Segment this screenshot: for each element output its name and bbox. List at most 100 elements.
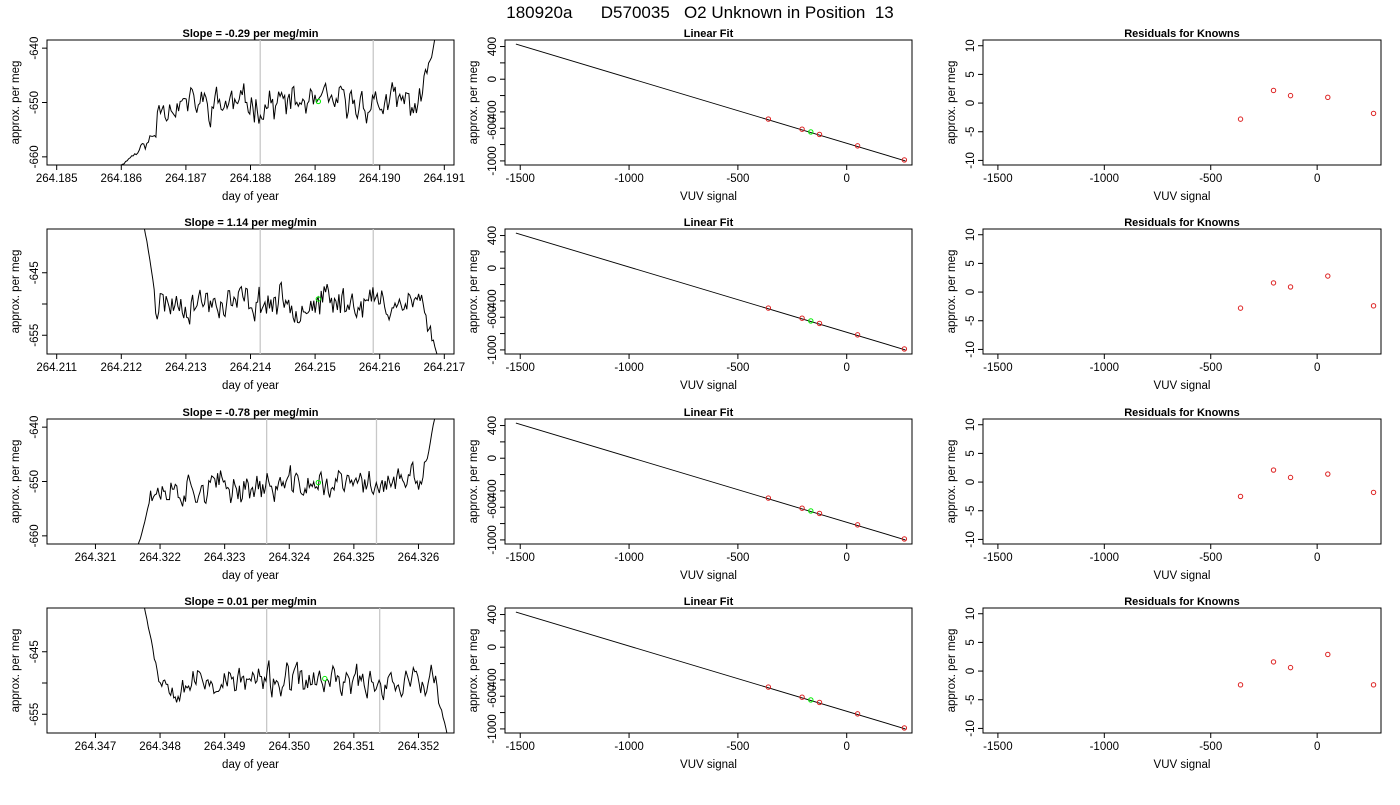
y-tick-label: -400 xyxy=(487,668,499,691)
residual-point xyxy=(1325,651,1331,658)
y-axis-label: approx. per meg xyxy=(946,61,958,145)
x-tick-label: -1500 xyxy=(983,173,1012,185)
y-tick-label: -5 xyxy=(965,695,977,705)
panel-title: Residuals for Knowns xyxy=(1124,28,1240,40)
fit-line xyxy=(515,43,906,162)
plot-area xyxy=(1237,273,1377,311)
unknown-point xyxy=(315,98,322,105)
panel-title: Slope = 1.14 per meg/min xyxy=(184,217,317,229)
x-tick-label: 264.350 xyxy=(268,741,310,753)
unknown-point xyxy=(322,675,328,682)
y-tick-label: -5 xyxy=(965,316,977,326)
unknown-point xyxy=(808,318,814,324)
panel-title: Linear Fit xyxy=(684,28,734,40)
known-point xyxy=(765,305,772,311)
x-tick-label: 264.191 xyxy=(424,173,466,185)
x-tick-label: 264.347 xyxy=(75,741,117,753)
known-point xyxy=(816,320,823,327)
residual-point xyxy=(1370,110,1377,117)
x-tick-label: 264.323 xyxy=(204,552,246,564)
panel-title: Linear Fit xyxy=(684,407,734,419)
y-tick-label: -655 xyxy=(29,703,41,726)
known-point xyxy=(799,315,805,321)
known-point xyxy=(765,116,772,122)
known-point xyxy=(901,725,908,731)
x-tick-label: 264.349 xyxy=(204,741,246,753)
y-tick-label: 10 xyxy=(965,607,977,620)
x-tick-label: -1500 xyxy=(506,362,535,374)
residual-point xyxy=(1370,682,1377,688)
plot-area xyxy=(1237,651,1377,688)
panel-title: Slope = 0.01 per meg/min xyxy=(184,596,317,608)
panel-2: Linear Fit -1500 -1000 -500 0 -1000 -600-400 0 4… xyxy=(468,28,913,203)
residual-point xyxy=(1287,284,1294,290)
x-tick-label: -1500 xyxy=(983,552,1012,564)
y-tick-label: -10 xyxy=(965,152,977,169)
known-point xyxy=(901,157,908,163)
plot-area xyxy=(137,419,436,544)
series-trace xyxy=(137,419,436,544)
plot-area xyxy=(515,422,908,542)
x-tick-label: 264.322 xyxy=(139,552,181,564)
y-axis-label: approx. per meg xyxy=(468,250,480,334)
panel-12: Residuals for Knowns -1500 -1000 -500 0 -10 -5… xyxy=(946,596,1382,771)
x-tick-label: 264.185 xyxy=(36,173,78,185)
panel-5: Linear Fit -1500 -1000 -500 0 -1000 -600-400 0 4… xyxy=(468,217,913,392)
residual-point xyxy=(1270,87,1277,94)
unknown-point xyxy=(808,508,814,514)
y-tick-label: -1000 xyxy=(487,335,499,364)
x-tick-label: 0 xyxy=(1314,552,1320,564)
x-tick-label: 264.211 xyxy=(36,362,77,374)
residual-point xyxy=(1237,493,1244,500)
y-tick-label: -600 xyxy=(487,306,499,329)
known-point xyxy=(765,495,772,501)
y-tick-label: -660 xyxy=(29,524,41,547)
y-axis-label: approx. per meg xyxy=(10,61,22,145)
y-tick-label: 0 xyxy=(487,76,499,82)
x-tick-label: 264.351 xyxy=(333,741,375,753)
y-tick-label: -400 xyxy=(487,100,499,123)
residual-point xyxy=(1325,471,1331,477)
y-tick-label: 10 xyxy=(965,418,977,431)
x-tick-label: 264.352 xyxy=(398,741,440,753)
residual-point xyxy=(1270,280,1277,286)
x-tick-label: 0 xyxy=(1314,362,1320,374)
panel-8: Linear Fit -1500 -1000 -500 0 -1000 -600-400 0 4… xyxy=(468,407,913,582)
panel-title: Slope = -0.29 per meg/min xyxy=(182,28,318,40)
plot-area xyxy=(1237,87,1377,122)
x-tick-label: 0 xyxy=(844,362,850,374)
known-point xyxy=(799,505,805,511)
y-axis-label: approx. per meg xyxy=(468,629,480,713)
x-axis-label: VUV signal xyxy=(680,759,737,771)
y-axis-label: approx. per meg xyxy=(946,250,958,334)
x-tick-label: 264.217 xyxy=(424,362,466,374)
known-point xyxy=(854,332,861,338)
panel-3: Residuals for Knowns -1500 -1000 -500 0 -10 -5… xyxy=(946,28,1382,203)
x-tick-label: 264.188 xyxy=(230,173,272,185)
x-tick-label: -1000 xyxy=(1090,552,1119,564)
panel-title: Residuals for Knowns xyxy=(1124,596,1240,608)
plot-frame xyxy=(982,39,1382,166)
plot-area xyxy=(143,229,438,354)
plot-frame xyxy=(982,228,1382,355)
y-tick-label: -600 xyxy=(487,117,499,140)
panel-title: Linear Fit xyxy=(684,217,734,229)
y-axis-label: approx. per meg xyxy=(10,440,22,524)
x-tick-label: 264.324 xyxy=(268,552,310,564)
y-tick-label: -640 xyxy=(29,37,41,60)
unknown-point xyxy=(808,697,814,703)
known-point xyxy=(765,684,772,690)
panel-4: Slope = 1.14 per meg/min 264.211 264.212 26… xyxy=(10,217,465,392)
known-point xyxy=(901,346,908,352)
plot-frame xyxy=(982,418,1382,545)
x-tick-label: -1500 xyxy=(983,741,1012,753)
x-tick-label: 264.189 xyxy=(294,173,336,185)
x-tick-label: 264.186 xyxy=(101,173,143,185)
x-tick-label: -1000 xyxy=(1090,741,1119,753)
panel-1: Slope = -0.29 per meg/min 264.185 264.186 2… xyxy=(10,28,465,203)
panel-title: Linear Fit xyxy=(684,596,734,608)
known-point xyxy=(854,522,861,528)
plot-frame xyxy=(504,607,913,734)
